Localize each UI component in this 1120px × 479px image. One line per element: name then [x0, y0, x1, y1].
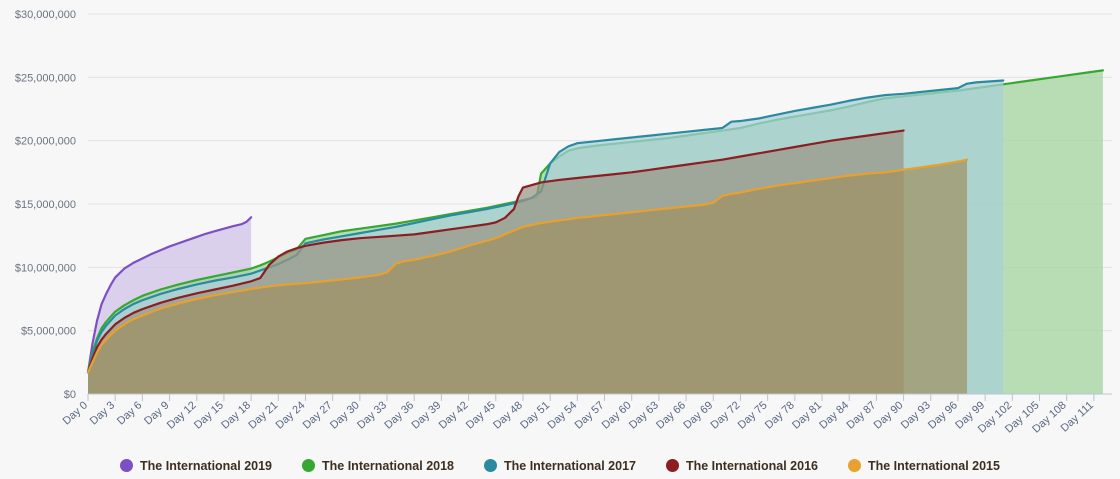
legend-color-dot-icon: [120, 459, 134, 472]
x-axis-tick-label: Day 63: [627, 399, 661, 431]
legend-item-the-international-2017[interactable]: The International 2017: [484, 459, 636, 473]
x-axis-tick-label: Day 6: [115, 399, 144, 427]
legend-color-dot-icon: [484, 459, 497, 472]
x-axis-tick-label: Day 87: [844, 399, 878, 431]
legend-color-dot-icon: [302, 459, 316, 472]
x-axis-tick-label: Day 69: [681, 399, 715, 431]
x-axis-tick-label: Day 51: [518, 399, 552, 431]
x-axis-tick-label: Day 30: [328, 399, 362, 431]
x-axis-tick-label: Day 90: [872, 399, 906, 431]
x-axis-tick-label: Day 78: [763, 399, 797, 431]
series-line-3: [86, 129, 905, 374]
x-axis-tick-label: Day 36: [382, 399, 416, 431]
x-axis-tick-label: Day 57: [573, 399, 607, 431]
x-axis-tick-label: Day 75: [736, 399, 770, 431]
legend-item-the-international-2019[interactable]: The International 2019: [120, 459, 272, 473]
legend-item-label: The International 2016: [685, 458, 818, 473]
x-axis-tick-label: Day 48: [491, 399, 525, 431]
legend-item-the-international-2018[interactable]: The International 2018: [302, 459, 454, 473]
x-axis-tick-label: Day 3: [88, 399, 117, 427]
y-axis-tick-label: $30,000,000: [15, 9, 76, 21]
x-axis-tick-label: Day 84: [817, 399, 851, 431]
x-axis-tick-label: Day 72: [709, 399, 743, 431]
chart-legend: The International 2019 The International …: [0, 452, 1120, 479]
series-line-0: [86, 216, 253, 374]
x-axis-tick-label: Day 15: [192, 399, 226, 431]
legend-item-label: The International 2019: [140, 458, 273, 473]
x-axis-tick-label: Day 66: [654, 399, 688, 431]
x-axis-tick-label: Day 0: [61, 399, 90, 427]
x-axis-tick-label: Day 93: [899, 399, 933, 431]
legend-color-dot-icon: [665, 459, 679, 472]
legend-item-the-international-2016[interactable]: The International 2016: [665, 458, 818, 473]
legend-item-the-international-2015[interactable]: The International 2015: [847, 458, 1000, 473]
x-axis-tick-label: Day 33: [355, 399, 389, 431]
legend-item-label: The International 2017: [504, 458, 636, 473]
y-axis-tick-label: $0: [64, 389, 76, 401]
x-axis-tick-label: Day 96: [926, 399, 960, 431]
y-axis-tick-label: $25,000,000: [15, 72, 76, 84]
legend-color-dot-icon: [847, 459, 861, 472]
x-axis-tick-label: Day 27: [301, 399, 335, 431]
y-axis-tick-label: $10,000,000: [15, 262, 76, 274]
legend-item-label: The International 2015: [867, 458, 1000, 473]
series-line-4: [86, 158, 969, 374]
y-axis-tick-label: $5,000,000: [21, 326, 76, 338]
series-area-4: [88, 159, 968, 394]
y-axis-tick-label: $15,000,000: [15, 199, 76, 211]
y-axis-tick-label: $20,000,000: [15, 136, 76, 148]
x-axis-tick-label: Day 81: [790, 399, 824, 431]
x-axis-tick-label: Day 21: [246, 399, 280, 431]
x-axis-tick-label: Day 18: [219, 399, 253, 431]
x-axis-tick-label: Day 24: [274, 399, 308, 431]
x-axis-tick-label: Day 45: [464, 399, 498, 431]
x-axis-tick-label: Day 54: [545, 399, 579, 431]
x-axis-tick-label: Day 60: [600, 399, 634, 431]
x-axis-tick-label: Day 39: [409, 399, 443, 431]
x-axis-tick-label: Day 12: [165, 399, 199, 431]
legend-item-label: The International 2018: [322, 458, 454, 473]
x-axis-tick-label: Day 42: [437, 399, 471, 431]
